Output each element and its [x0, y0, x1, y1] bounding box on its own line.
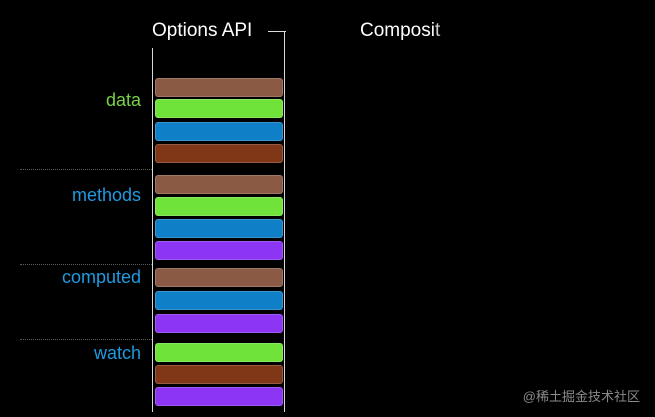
computed-bar-blue — [155, 291, 283, 310]
data-bar-blue — [155, 122, 283, 141]
methods-bar-green — [155, 197, 283, 216]
group-label-data: data — [105, 90, 141, 110]
watch-bar-rust — [155, 365, 283, 384]
computed-bar-purple — [155, 314, 283, 333]
column-top-right-line — [284, 31, 285, 51]
options-api-title: Options API — [152, 20, 253, 41]
methods-bar-brown — [155, 175, 283, 194]
options-api-column — [152, 48, 285, 412]
title-connector-line — [268, 31, 286, 32]
group-label-methods: methods — [71, 185, 141, 205]
group-label-computed: computed — [61, 267, 141, 287]
methods-bar-purple — [155, 241, 283, 260]
data-bar-green — [155, 99, 283, 118]
watermark: @稀土掘金技术社区 — [522, 389, 640, 404]
group-divider-3 — [20, 339, 152, 340]
group-divider-2 — [20, 264, 152, 265]
watch-bar-purple — [155, 387, 283, 406]
composition-title: Composit — [360, 20, 441, 41]
group-label-watch: watch — [93, 343, 141, 363]
methods-bar-blue — [155, 219, 283, 238]
data-bar-brown — [155, 78, 283, 97]
watch-bar-green — [155, 343, 283, 362]
computed-bar-brown — [155, 268, 283, 287]
data-bar-rust — [155, 144, 283, 163]
group-divider-1 — [20, 169, 152, 170]
